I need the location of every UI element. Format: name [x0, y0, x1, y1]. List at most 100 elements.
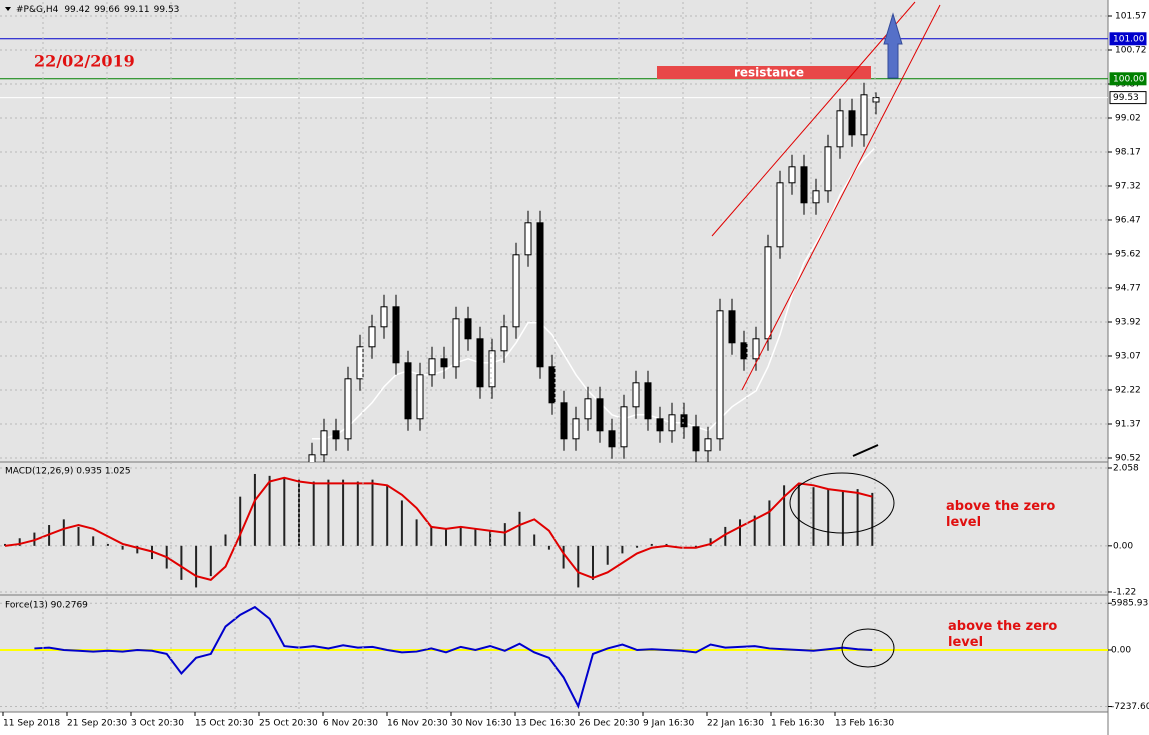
y-tick-label: 93.07: [1115, 352, 1141, 362]
y-tick-label: -7237.60: [1111, 702, 1149, 712]
candle-body: [320, 430, 328, 456]
histogram-bar: [312, 481, 315, 546]
indicator-label: Force(13) 90.2769: [5, 601, 88, 611]
y-tick-label: 99.02: [1115, 114, 1141, 124]
x-tick-label: 6 Nov 20:30: [323, 719, 378, 729]
candle-body: [464, 318, 472, 340]
x-tick-label: 25 Oct 20:30: [259, 719, 318, 729]
y-tick-label: 92.22: [1115, 386, 1141, 396]
low: 99.11: [124, 5, 150, 15]
y-tick-label: 95.62: [1115, 250, 1141, 260]
candle-body: [440, 358, 448, 368]
histogram-bar: [430, 526, 433, 546]
trend-line: [711, 1, 916, 237]
candle-body: [548, 366, 556, 404]
histogram-bar: [77, 526, 80, 546]
candle-body: [752, 338, 760, 360]
histogram-bar: [283, 477, 286, 546]
x-tick-label: 15 Oct 20:30: [195, 719, 254, 729]
level-label: 101.00: [1113, 34, 1145, 44]
histogram-bar: [386, 485, 389, 546]
histogram-bar: [62, 519, 65, 546]
histogram-bar: [621, 545, 624, 554]
histogram-bar: [650, 543, 653, 546]
candle-body: [632, 382, 640, 408]
histogram-bar: [415, 519, 418, 546]
candle-body: [872, 97, 880, 103]
x-tick-label: 22 Jan 16:30: [707, 719, 764, 729]
histogram-bar: [106, 543, 109, 546]
menu-arrow[interactable]: [5, 7, 11, 11]
level-label: 99.53: [1113, 93, 1139, 103]
moving-average: [312, 146, 877, 440]
histogram-bar: [724, 526, 727, 546]
histogram-bar: [239, 496, 242, 546]
candle-body: [608, 430, 616, 448]
histogram-bar: [371, 479, 374, 546]
candle-body: [680, 414, 688, 428]
level-label-bg: [1109, 72, 1147, 86]
x-tick-label: 16 Nov 20:30: [387, 719, 448, 729]
candle-body: [776, 182, 784, 248]
histogram-bar: [209, 545, 212, 577]
x-tick-label: 11 Sep 2018: [3, 719, 60, 729]
histogram-bar: [253, 473, 256, 546]
histogram-bar: [474, 528, 477, 546]
histogram-bar: [18, 538, 21, 546]
candle-body: [560, 402, 568, 440]
y-tick-label: 93.92: [1115, 318, 1141, 328]
candle-body: [704, 438, 712, 452]
histogram-bar: [459, 526, 462, 546]
candle-body: [848, 110, 856, 136]
y-tick-label: 91.37: [1115, 420, 1141, 430]
x-tick-label: 9 Jan 16:30: [643, 719, 695, 729]
y-tick-label: 94.77: [1115, 284, 1141, 294]
x-tick-label: 1 Feb 16:30: [771, 719, 825, 729]
candle-body: [524, 222, 532, 256]
y-tick-label: 2.058: [1113, 463, 1139, 473]
force-note: above the zero level: [948, 619, 1058, 650]
candle-body: [308, 454, 316, 462]
histogram-bar: [797, 483, 800, 546]
histogram-bar: [342, 479, 345, 546]
level-label: 100.00: [1113, 74, 1145, 84]
resistance-box: [657, 66, 871, 79]
x-tick-label: 21 Sep 20:30: [67, 719, 127, 729]
macd-note: above the zero level: [946, 499, 1056, 530]
candle-body: [656, 418, 664, 432]
y-tick-label: 0.00: [1113, 541, 1133, 551]
histogram-bar: [533, 534, 536, 546]
candle-body: [572, 418, 580, 440]
macd-panel: [0, 467, 1108, 593]
histogram-bar: [856, 489, 859, 546]
resistance-label: resistance: [734, 66, 804, 80]
y-tick-label: 100.72: [1115, 46, 1147, 56]
y-tick-label: -1.22: [1113, 587, 1136, 597]
candle-body: [644, 382, 652, 420]
candle-body: [452, 318, 460, 368]
candle-body: [860, 94, 868, 136]
histogram-bar: [503, 523, 506, 546]
signal-line: [4, 476, 873, 581]
trend-line: [741, 4, 941, 391]
candle-body: [368, 326, 376, 348]
y-tick-label: 98.17: [1115, 148, 1141, 158]
histogram-bar: [195, 545, 198, 588]
candle-body: [512, 254, 520, 328]
histogram-bar: [592, 545, 594, 580]
price-scale-bg: [1108, 0, 1149, 735]
candle-body: [332, 430, 340, 440]
level-label-bg: [1109, 91, 1147, 105]
candle-body: [584, 398, 592, 420]
candle-body: [476, 338, 484, 388]
histogram-bar: [827, 489, 830, 546]
highlight-ellipse: [789, 472, 895, 534]
y-tick-label: 97.32: [1115, 182, 1141, 192]
x-tick-label: 30 Nov 16:30: [451, 719, 512, 729]
candle-body: [404, 362, 412, 420]
histogram-bar: [121, 545, 124, 550]
candle-body: [428, 358, 436, 376]
